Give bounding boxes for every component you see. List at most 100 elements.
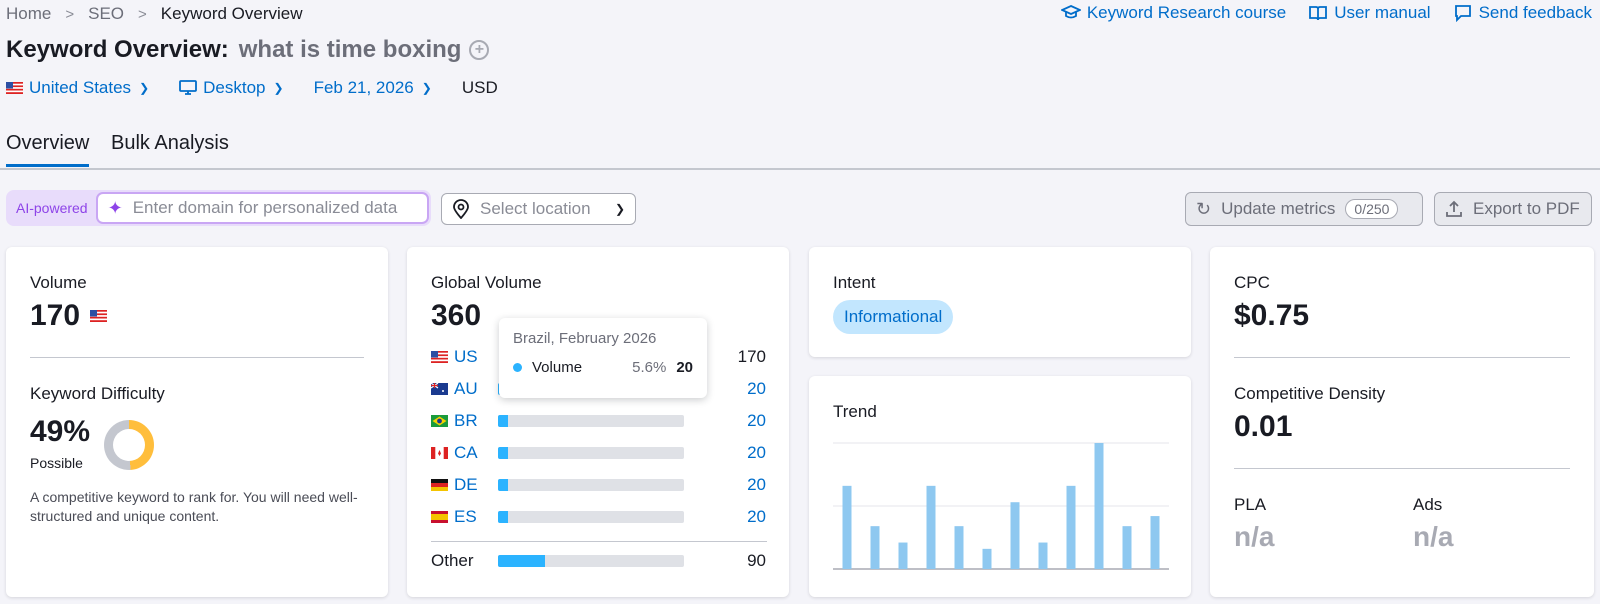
kd-label: Keyword Difficulty xyxy=(30,384,165,403)
global-volume-card: Global Volume 360 US 170 AU 20 BR 20 CA 20 DE 20 E… xyxy=(407,247,789,597)
course-link[interactable]: Keyword Research course xyxy=(1060,3,1287,23)
de-flag-icon xyxy=(431,479,448,491)
domain-input[interactable]: ✦ Enter domain for personalized data xyxy=(95,192,429,224)
other-bar-fill xyxy=(498,555,545,567)
breadcrumb: Home > SEO > Keyword Overview xyxy=(6,4,303,24)
us-flag-icon xyxy=(431,351,448,363)
density-label: Competitive Density xyxy=(1234,384,1386,403)
ai-domain-bar: AI-powered ✦ Enter domain for personaliz… xyxy=(6,190,431,226)
feedback-link-label: Send feedback xyxy=(1478,3,1592,22)
tab-bar: Overview Bulk Analysis xyxy=(0,126,1600,170)
breadcrumb-current: Keyword Overview xyxy=(160,4,303,23)
other-label: Other xyxy=(431,551,474,570)
other-row: Other 90 xyxy=(431,551,766,571)
export-pdf-button[interactable]: Export to PDF xyxy=(1434,192,1592,226)
chevron-right-icon: > xyxy=(138,5,147,23)
country-code[interactable]: BR xyxy=(431,411,479,431)
country-code[interactable]: AU xyxy=(431,379,479,399)
kd-level: Possible xyxy=(30,455,83,471)
intent-badge[interactable]: Informational xyxy=(833,300,954,334)
trend-bar[interactable] xyxy=(898,542,908,569)
graduation-cap-icon xyxy=(1060,5,1081,19)
cpc-label: CPC xyxy=(1234,273,1270,292)
manual-link[interactable]: User manual xyxy=(1308,3,1431,23)
pla-value: n/a xyxy=(1234,521,1275,552)
update-metrics-button[interactable]: ↻ Update metrics 0/250 xyxy=(1185,192,1423,226)
trend-bar[interactable] xyxy=(1094,443,1104,569)
country-code[interactable]: US xyxy=(431,347,479,367)
tab-bulk-analysis[interactable]: Bulk Analysis xyxy=(111,132,229,154)
country-row-us[interactable]: US 170 xyxy=(431,347,766,367)
country-bar xyxy=(498,479,684,491)
country-value[interactable]: 20 xyxy=(747,411,766,430)
cpc-card: CPC $0.75 Competitive Density 0.01 PLA n… xyxy=(1210,247,1594,597)
chevron-right-icon: > xyxy=(65,5,75,23)
desktop-icon xyxy=(179,80,198,95)
tooltip-row: Volume 5.6% 20 xyxy=(513,359,693,376)
country-code-label: US xyxy=(454,347,478,366)
update-metrics-label: Update metrics xyxy=(1221,199,1336,218)
plus-circle-icon[interactable]: + xyxy=(469,40,490,60)
trend-bar[interactable] xyxy=(1010,502,1020,569)
breadcrumb-home[interactable]: Home xyxy=(6,4,52,23)
country-row-de[interactable]: DE 20 xyxy=(431,475,766,495)
country-bar xyxy=(498,447,684,459)
trend-bar[interactable] xyxy=(1122,526,1132,569)
country-value[interactable]: 20 xyxy=(747,443,766,462)
sparkle-icon: ✦ xyxy=(107,197,123,218)
country-bar-fill xyxy=(498,479,509,491)
trend-chart xyxy=(833,442,1169,570)
divider xyxy=(431,541,767,542)
trend-bar[interactable] xyxy=(842,485,852,569)
chevron-down-icon: ❯ xyxy=(421,81,432,95)
country-select[interactable]: United States ❯ xyxy=(6,78,149,98)
breadcrumb-seo[interactable]: SEO xyxy=(88,4,125,23)
divider xyxy=(1234,468,1570,469)
trend-bar[interactable] xyxy=(1066,485,1076,569)
ca-flag-icon xyxy=(431,447,448,459)
country-row-br[interactable]: BR 20 xyxy=(431,411,766,431)
kd-value: 49% xyxy=(30,415,91,448)
manual-link-label: User manual xyxy=(1334,3,1431,22)
country-row-ca[interactable]: CA 20 xyxy=(431,443,766,463)
country-row-es[interactable]: ES 20 xyxy=(431,507,766,527)
series-dot xyxy=(513,363,522,372)
location-select[interactable]: Select location ❯ xyxy=(441,193,636,225)
country-code[interactable]: CA xyxy=(431,443,479,463)
trend-bar[interactable] xyxy=(1038,542,1048,569)
kd-description: A competitive keyword to rank for. You w… xyxy=(30,489,358,524)
upload-icon xyxy=(1446,200,1462,217)
trend-bar[interactable] xyxy=(954,526,964,569)
country-value[interactable]: 20 xyxy=(747,475,766,494)
book-icon xyxy=(1309,6,1328,21)
country-code[interactable]: ES xyxy=(431,507,479,527)
device-select[interactable]: Desktop ❯ xyxy=(179,78,284,98)
course-link-label: Keyword Research course xyxy=(1086,3,1287,22)
country-code[interactable]: DE xyxy=(431,475,479,495)
trend-bar[interactable] xyxy=(926,485,936,569)
date-select[interactable]: Feb 21, 2026 ❯ xyxy=(314,78,432,98)
country-value[interactable]: 20 xyxy=(747,507,766,526)
kd-donut-chart xyxy=(104,420,154,470)
map-pin-icon xyxy=(453,199,469,219)
trend-bar[interactable] xyxy=(870,526,880,569)
country-bar-fill xyxy=(498,511,509,523)
page-title: Keyword Overview: what is time boxing + xyxy=(6,36,490,64)
country-value[interactable]: 20 xyxy=(747,379,766,398)
trend-bar[interactable] xyxy=(982,548,992,569)
country-code-label: DE xyxy=(454,475,478,494)
tab-overview[interactable]: Overview xyxy=(6,132,90,167)
au-flag-icon xyxy=(431,383,448,395)
feedback-link[interactable]: Send feedback xyxy=(1453,3,1592,23)
domain-input-placeholder: Enter domain for personalized data xyxy=(132,198,398,217)
tooltip-value: 20 xyxy=(676,359,693,376)
tooltip-series: Volume xyxy=(532,359,583,376)
ads-value: n/a xyxy=(1413,521,1454,552)
refresh-icon: ↻ xyxy=(1196,198,1212,219)
message-icon xyxy=(1454,5,1471,22)
trend-bar[interactable] xyxy=(1150,516,1160,569)
export-pdf-label: Export to PDF xyxy=(1473,199,1580,218)
title-label: Keyword Overview: xyxy=(6,36,229,63)
country-bar-fill xyxy=(498,415,509,427)
country-value: 170 xyxy=(737,347,766,366)
